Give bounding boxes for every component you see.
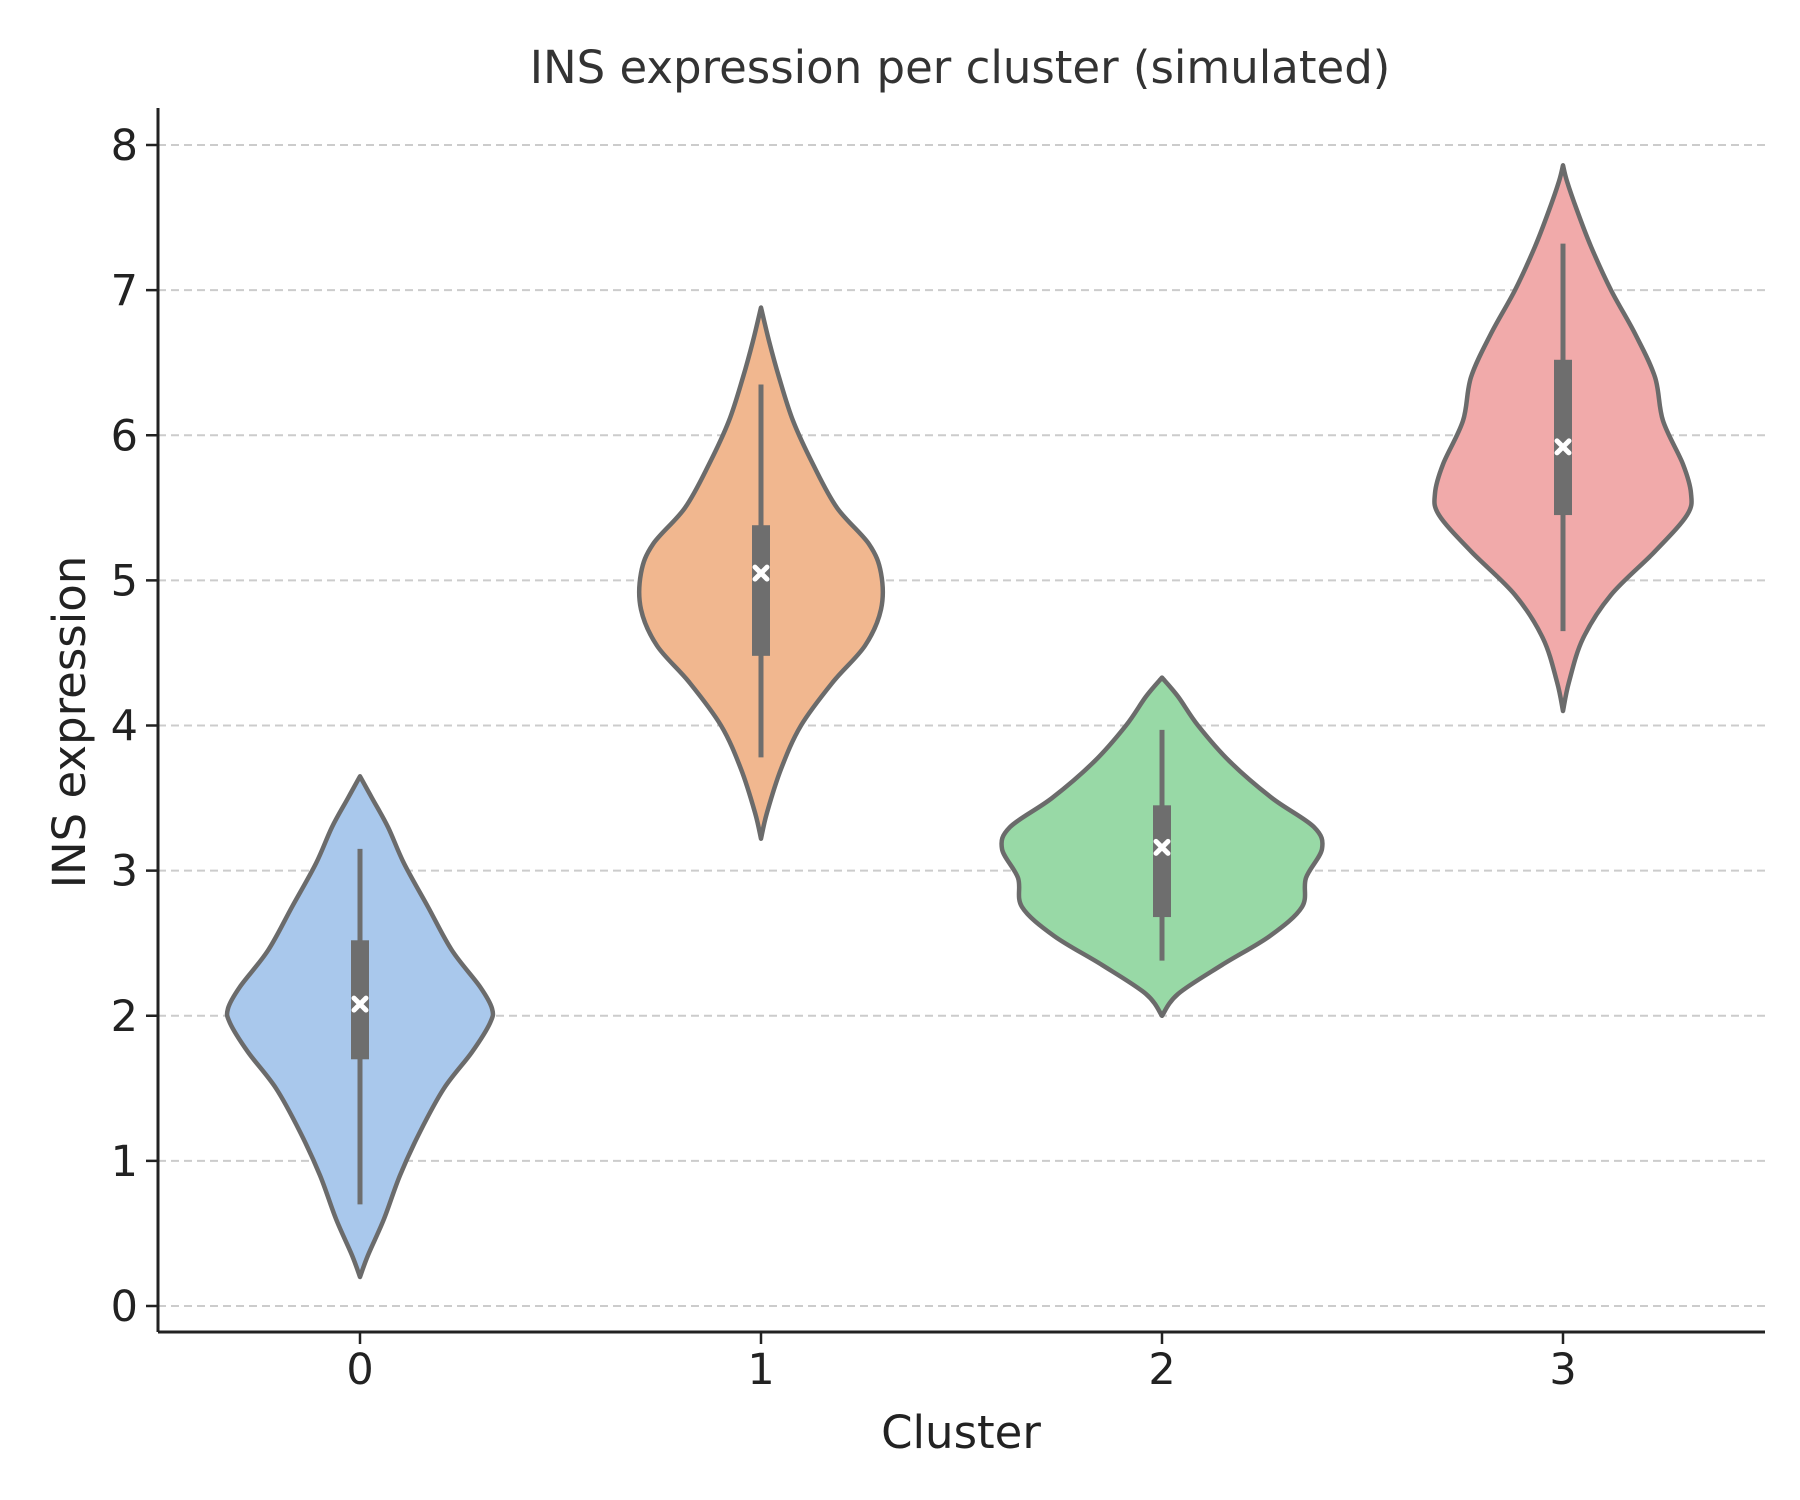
violin-cluster-1 — [637, 305, 885, 841]
x-ticks: 0 1 2 3 — [346, 1332, 1577, 1395]
violins — [224, 163, 1694, 1280]
y-axis-label: INS expression — [43, 556, 96, 889]
violin-iqr-box — [351, 940, 369, 1060]
violin-cluster-2 — [999, 675, 1325, 1018]
chart-title: INS expression per cluster (simulated) — [530, 41, 1391, 94]
axes — [156, 108, 1765, 1334]
violin-cluster-3 — [1432, 163, 1694, 714]
violin-iqr-box — [1554, 359, 1572, 516]
y-tick-label: 5 — [111, 556, 138, 606]
violin-cluster-0 — [224, 774, 496, 1280]
x-axis-label: Cluster — [881, 1406, 1041, 1459]
mean-marker — [1554, 438, 1572, 456]
violin-iqr-box — [1153, 805, 1171, 918]
x-tick-label: 3 — [1549, 1345, 1576, 1395]
x-tick-label: 0 — [346, 1345, 373, 1395]
mean-marker — [351, 995, 369, 1013]
mean-marker — [1153, 838, 1171, 856]
mean-marker — [752, 564, 770, 582]
y-tick-label: 3 — [111, 847, 138, 897]
y-tick-label: 7 — [111, 266, 138, 316]
violin-iqr-box — [752, 525, 770, 656]
x-tick-label: 2 — [1148, 1345, 1175, 1395]
y-ticks: 0 1 2 3 4 5 6 7 8 — [111, 121, 158, 1332]
y-tick-label: 6 — [111, 411, 138, 461]
y-tick-label: 2 — [111, 992, 138, 1042]
x-tick-label: 1 — [747, 1345, 774, 1395]
y-tick-label: 4 — [111, 702, 138, 752]
y-tick-label: 1 — [111, 1137, 138, 1187]
y-tick-label: 0 — [111, 1282, 138, 1332]
y-tick-label: 8 — [111, 121, 138, 171]
